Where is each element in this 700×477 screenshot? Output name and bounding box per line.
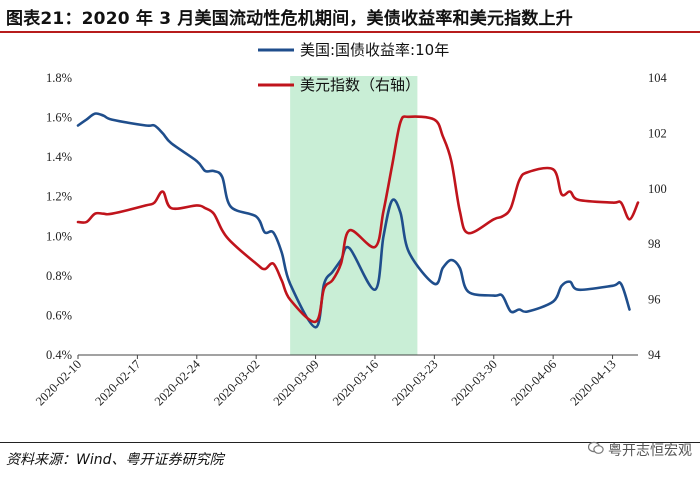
source-note: 资料来源：Wind、粤开证券研究院	[6, 452, 224, 468]
wechat-icon	[587, 441, 604, 459]
series-layer	[76, 112, 640, 329]
right-tick-label: 104	[648, 71, 668, 85]
dual-axis-line-chart: 0.4% 0.6% 0.8% 1.0% 1.2% 1.4% 1.6% 1.8% 94 96 98 1…	[0, 34, 700, 440]
right-tick-label: 102	[648, 126, 667, 140]
left-tick-label: 1.8%	[46, 71, 72, 85]
figure-title: 图表21：2020 年 3 月美国流动性危机期间，美债收益率和美元指数上升	[6, 9, 573, 29]
left-tick-label: 1.0%	[46, 229, 72, 243]
watermark: 粤开志恒宏观	[587, 440, 692, 460]
legend-label: 美元指数（右轴）	[300, 76, 420, 94]
dollar-index-line	[76, 115, 640, 324]
left-tick-label: 0.6%	[46, 308, 72, 322]
left-tick-label: 0.8%	[46, 269, 72, 283]
footer-divider	[0, 442, 700, 443]
legend-label: 美国:国债收益率:10年	[300, 41, 449, 59]
left-tick-label: 0.4%	[46, 348, 72, 362]
right-axis-ticks: 94 96 98 100 102 104	[648, 71, 668, 362]
crisis-period-highlight	[290, 76, 418, 355]
left-axis-ticks: 0.4% 0.6% 0.8% 1.0% 1.2% 1.4% 1.6% 1.8%	[46, 71, 72, 362]
title-divider	[0, 31, 700, 33]
watermark-text: 粤开志恒宏观	[608, 443, 692, 459]
left-tick-label: 1.4%	[46, 150, 72, 164]
right-tick-label: 100	[648, 182, 667, 196]
right-tick-label: 96	[648, 293, 661, 307]
right-tick-label: 94	[648, 348, 661, 362]
right-tick-label: 98	[648, 237, 661, 251]
left-tick-label: 1.2%	[46, 190, 72, 204]
left-tick-label: 1.6%	[46, 111, 72, 125]
